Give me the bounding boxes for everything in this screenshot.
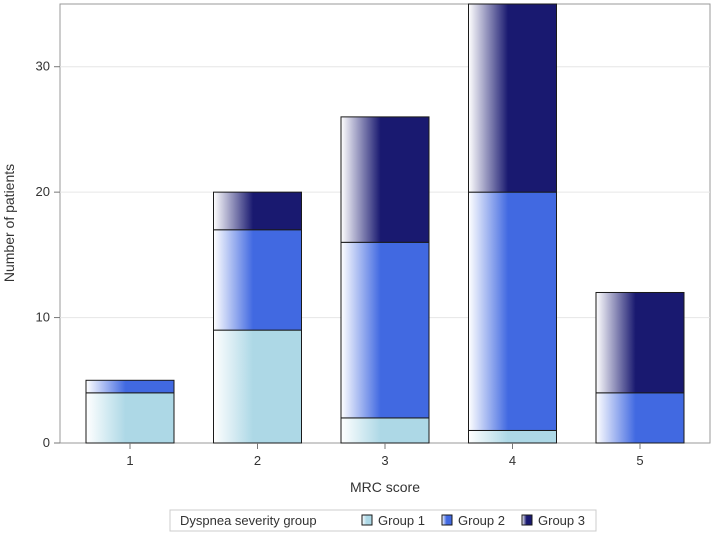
y-tick-label: 0 [43, 435, 50, 450]
bar-segment [213, 191, 302, 231]
bar-segment [85, 379, 175, 394]
bar-segment [595, 291, 685, 394]
bar-segment [595, 392, 685, 444]
bar-segment [468, 191, 557, 431]
x-tick-label: 3 [381, 453, 388, 468]
y-tick-label: 10 [36, 310, 50, 325]
bar-segment [468, 3, 557, 193]
legend-swatch [521, 514, 533, 526]
x-axis-title: MRC score [350, 479, 420, 495]
legend-title: Dyspnea severity group [180, 513, 317, 528]
legend-label: Group 2 [458, 513, 505, 528]
y-axis-title: Number of patients [1, 164, 17, 282]
legend: Dyspnea severity group Group 1 Group 2 Gro… [169, 509, 597, 532]
legend-swatch [361, 514, 373, 526]
legend-label: Group 3 [538, 513, 585, 528]
x-tick-label: 1 [126, 453, 133, 468]
legend-label: Group 1 [378, 513, 425, 528]
bar-segment [213, 329, 302, 444]
x-tick-label: 4 [509, 453, 516, 468]
y-tick-label: 20 [36, 184, 50, 199]
legend-swatch [441, 514, 453, 526]
bar-segment [340, 417, 430, 444]
bar-segment [468, 429, 557, 444]
x-tick-label: 2 [254, 453, 261, 468]
bar-segment [85, 392, 175, 444]
bar-segment [213, 229, 302, 331]
bar-segment [340, 116, 430, 243]
x-tick-label: 5 [636, 453, 643, 468]
legend-frame [169, 509, 597, 532]
y-tick-label: 30 [36, 59, 50, 74]
bar-segment [340, 241, 430, 419]
